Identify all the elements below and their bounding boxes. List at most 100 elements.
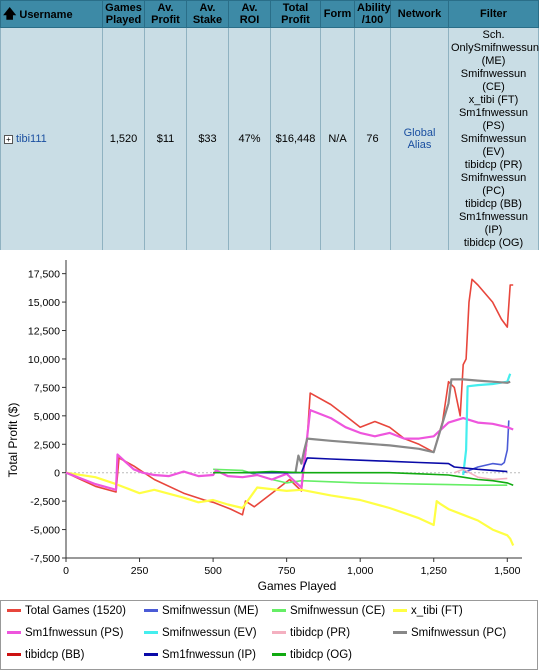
legend-swatch: [393, 631, 407, 635]
legend-item[interactable]: tibidcp (OG): [272, 649, 352, 661]
filter-line: x_tibi (FT): [468, 93, 519, 106]
legend-item[interactable]: Smifnwessun (CE): [272, 605, 385, 617]
y-tick-label: 2,500: [34, 439, 60, 451]
x-tick-label: 0: [63, 565, 69, 577]
stats-table: 🡅 Username Games Played Av. Profit Av. Stake…: [0, 0, 539, 251]
y-tick-label: 5,000: [34, 411, 60, 423]
legend-label: Smifnwessun (ME): [162, 605, 259, 617]
legend-item[interactable]: x_tibi (FT): [393, 605, 463, 617]
username-link[interactable]: tibi111: [16, 133, 47, 145]
legend-label: Smifnwessun (EV): [162, 627, 257, 639]
chart-axes: -7,500 -5,000 -2,500 0 2,500 5,000 7,500 10,000…: [28, 260, 522, 577]
legend-label: tibidcp (BB): [25, 649, 85, 661]
profit-chart: -7,500 -5,000 -2,500 0 2,500 5,000 7,500 10,000…: [0, 250, 541, 600]
filter-line: (PC): [482, 184, 505, 197]
legend-label: x_tibi (FT): [411, 605, 463, 617]
legend-label: Sm1fnwessun (PS): [25, 627, 124, 639]
filter-line: Sm1fnwessun: [458, 106, 529, 119]
legend-item[interactable]: tibidcp (PR): [272, 627, 350, 639]
series-line-10: [213, 470, 514, 486]
header-total-profit[interactable]: Total Profit: [270, 0, 321, 28]
header-filter[interactable]: Filter: [448, 0, 539, 28]
legend-swatch: [272, 631, 286, 635]
table-header-row: 🡅 Username Games Played Av. Profit Av. Stake…: [0, 0, 539, 28]
header-username[interactable]: 🡅 Username: [0, 0, 103, 28]
x-axis-label: Games Played: [258, 579, 337, 593]
legend-label: Sm1fnwessun (IP): [162, 649, 256, 661]
y-tick-label: 7,500: [34, 382, 60, 394]
y-tick-label: 12,500: [28, 326, 60, 338]
header-games-played[interactable]: Games Played: [102, 0, 145, 28]
cell-av-profit: $11: [144, 27, 187, 251]
legend-swatch: [7, 609, 21, 613]
series-line-7: [294, 378, 511, 473]
legend-label: Total Games (1520): [25, 605, 126, 617]
sort-up-arrow-icon[interactable]: 🡅: [3, 5, 17, 21]
cell-network: Global Alias: [390, 27, 449, 251]
legend-item[interactable]: Sm1fnwessun (PS): [7, 627, 123, 639]
filter-line: tibidcp (BB): [465, 197, 522, 210]
legend-label: tibidcp (OG): [290, 649, 352, 661]
series-line-0: [65, 278, 514, 516]
y-tick-label: 17,500: [28, 269, 60, 281]
y-tick-label: -7,500: [30, 553, 60, 565]
legend-swatch: [7, 653, 21, 657]
filter-line: (IP): [484, 223, 503, 236]
legend-item[interactable]: tibidcp (BB): [7, 649, 84, 661]
filter-line: tibidcp (OG): [463, 236, 524, 249]
y-tick-label: 0: [54, 468, 60, 480]
filter-line: (ME): [481, 54, 506, 67]
y-tick-label: -2,500: [30, 496, 60, 508]
cell-form: N/A: [320, 27, 355, 251]
legend-item[interactable]: Smifnwessun (PC): [393, 627, 506, 639]
cell-total-profit: $16,448: [270, 27, 321, 251]
expand-plus-icon[interactable]: +: [4, 134, 13, 144]
table-row: + tibi111 1,520 $11 $33 47% $16,448 N/A 7…: [0, 27, 539, 251]
legend-item[interactable]: Smifnwessun (ME): [144, 605, 259, 617]
chart-series: [65, 278, 515, 546]
legend-swatch: [7, 631, 21, 635]
series-line-1: [462, 420, 510, 474]
legend-label: Smifnwessun (PC): [411, 627, 507, 639]
series-line-6: [454, 468, 508, 481]
legend-label: Smifnwessun (CE): [290, 605, 386, 617]
cell-games-played: 1,520: [102, 27, 145, 251]
network-link[interactable]: Global Alias: [403, 127, 436, 151]
legend-swatch: [144, 653, 158, 657]
x-tick-label: 500: [204, 565, 222, 577]
filter-line: (PS): [482, 119, 505, 132]
header-av-profit[interactable]: Av. Profit: [144, 0, 187, 28]
legend-swatch: [144, 631, 158, 635]
x-tick-label: 1,250: [421, 565, 447, 577]
x-tick-label: 250: [131, 565, 149, 577]
legend-item[interactable]: Total Games (1520): [7, 605, 126, 617]
header-form[interactable]: Form: [320, 0, 355, 28]
filter-line: Smifnwessun: [460, 171, 527, 184]
filter-line: Smifnwessun: [460, 67, 527, 80]
filter-line: Smifnwessun: [460, 132, 527, 145]
series-line-3: [65, 471, 515, 546]
y-tick-label: -5,000: [30, 525, 60, 537]
cell-av-stake: $33: [186, 27, 229, 251]
legend-swatch: [272, 609, 286, 613]
cell-filter: Sch. OnlySmifnwessun (ME) Smifnwessun (CE) x_…: [448, 27, 539, 251]
filter-line: tibidcp (PR): [464, 158, 523, 171]
y-tick-label: 15,000: [28, 297, 60, 309]
y-tick-label: 10,000: [28, 354, 60, 366]
legend-item[interactable]: Smifnwessun (EV): [144, 627, 257, 639]
header-av-roi[interactable]: Av. ROI: [228, 0, 271, 28]
chart-legend: Total Games (1520) Smifnwessun (ME) Smifnw…: [0, 600, 538, 670]
x-tick-label: 1,000: [347, 565, 373, 577]
header-av-stake[interactable]: Av. Stake: [186, 0, 229, 28]
legend-swatch: [144, 609, 158, 613]
cell-av-roi: 47%: [228, 27, 271, 251]
series-line-4: [65, 409, 514, 491]
header-network[interactable]: Network: [390, 0, 449, 28]
filter-line: Sch.: [482, 28, 505, 41]
legend-label: tibidcp (PR): [290, 627, 351, 639]
header-ability[interactable]: Ability/100: [354, 0, 391, 28]
legend-swatch: [393, 609, 407, 613]
cell-ability: 76: [354, 27, 391, 251]
legend-item[interactable]: Sm1fnwessun (IP): [144, 649, 256, 661]
x-tick-label: 750: [278, 565, 296, 577]
